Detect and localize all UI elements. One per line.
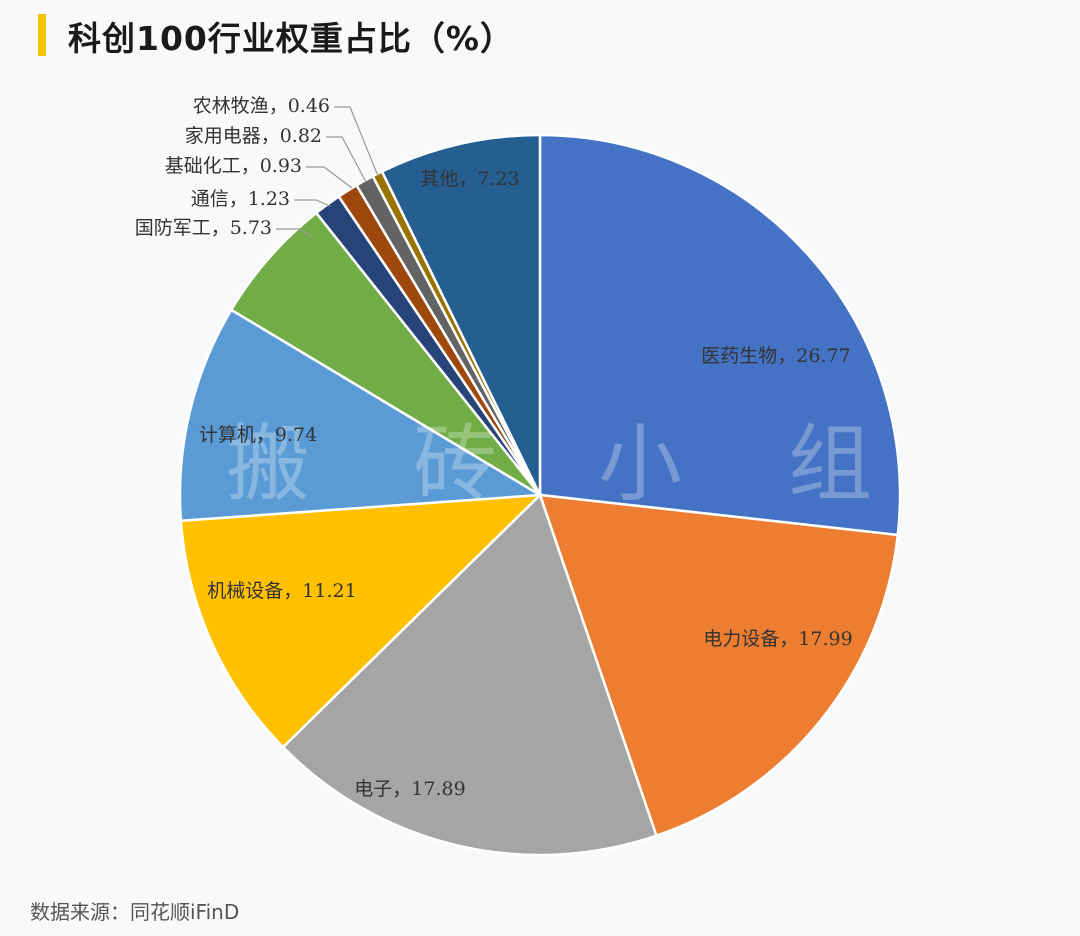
pie-slices bbox=[178, 133, 902, 857]
chart-title: 科创100行业权重占比（%） bbox=[68, 19, 514, 58]
watermark-char-2: 砖 bbox=[413, 415, 497, 513]
slice-label-5: 计算机，9.74 bbox=[199, 424, 317, 446]
watermark-char-3: 小 bbox=[598, 415, 682, 513]
leader-line-6 bbox=[276, 228, 313, 238]
slice-label-6: 国防军工，5.73 bbox=[135, 217, 272, 239]
pie-slice-2 bbox=[538, 493, 900, 838]
pie-slice-3 bbox=[281, 492, 658, 857]
leader-line-8 bbox=[306, 166, 353, 189]
watermark-char-1: 搬 bbox=[226, 415, 310, 513]
slice-label-2: 电力设备，17.99 bbox=[703, 628, 852, 650]
pie-chart: 搬 砖 小 组 医药生物，26.77 电力设备，17.99 电子，17.89 机械设备，11.… bbox=[135, 95, 902, 857]
leader-line-9 bbox=[326, 136, 367, 183]
data-source: 数据来源：同花顺iFinD bbox=[30, 900, 240, 924]
slice-label-4: 机械设备，11.21 bbox=[207, 580, 356, 602]
slice-label-10: 农林牧渔，0.46 bbox=[193, 95, 330, 117]
pie-slice-6 bbox=[229, 211, 541, 497]
slice-label-1: 医药生物，26.77 bbox=[701, 345, 850, 367]
pie-slice-5 bbox=[178, 308, 545, 523]
slice-label-3: 电子，17.89 bbox=[354, 778, 465, 800]
title-accent-bar bbox=[38, 14, 46, 56]
pie-slice-1 bbox=[538, 133, 902, 537]
watermark-char-4: 组 bbox=[788, 415, 872, 513]
pie-labels: 医药生物，26.77 电力设备，17.99 电子，17.89 机械设备，11.21 计算… bbox=[135, 95, 853, 800]
watermark: 搬砖小组 bbox=[226, 415, 872, 513]
pie-slice-4 bbox=[179, 493, 544, 749]
slice-label-8: 基础化工，0.93 bbox=[165, 155, 302, 177]
leader-line-7 bbox=[294, 199, 331, 207]
slice-label-11: 其他，7.23 bbox=[420, 168, 519, 190]
leader-line-10 bbox=[334, 106, 379, 177]
pie-slice-11 bbox=[380, 133, 542, 496]
slice-label-9: 家用电器，0.82 bbox=[185, 125, 322, 147]
slice-label-7: 通信，1.23 bbox=[191, 188, 290, 210]
